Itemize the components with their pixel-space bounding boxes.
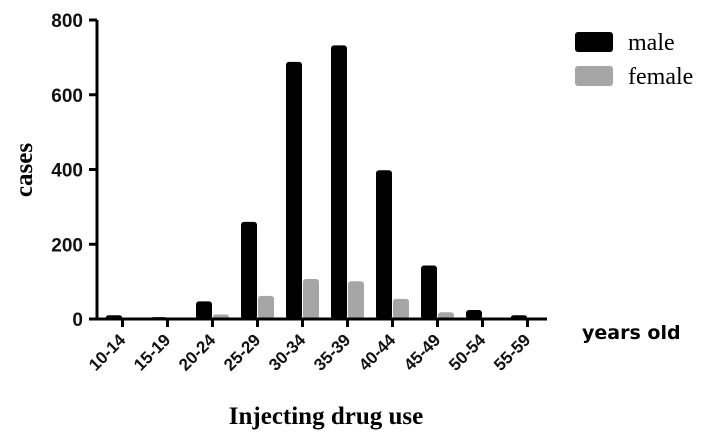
x-tick-label: 10-14 — [85, 330, 130, 375]
bar-male-45-49 — [421, 265, 437, 319]
x-tick-label: 35-39 — [310, 330, 354, 374]
legend-label-female: female — [628, 64, 693, 90]
x-tick-label: 15-19 — [130, 330, 174, 374]
x-tick-label: 50-54 — [445, 330, 490, 375]
y-tick-label: 0 — [72, 310, 83, 331]
bar-male-30-34 — [286, 61, 302, 320]
bar-male-50-54 — [466, 310, 482, 319]
bars — [106, 45, 544, 320]
x-tick-label: 30-34 — [265, 330, 310, 375]
bar-male-20-24 — [196, 301, 212, 319]
y-tick-label: 800 — [51, 11, 83, 32]
bar-male-35-39 — [331, 45, 347, 319]
legend: male female — [575, 30, 693, 90]
x-tick-label: 20-24 — [175, 330, 220, 375]
y-axis-title: cases — [11, 143, 38, 197]
bar-female-40-44 — [393, 298, 409, 319]
y-tick-label: 600 — [51, 86, 83, 107]
x-tick-label: 45-49 — [400, 330, 444, 374]
legend-swatch-male — [575, 32, 613, 52]
legend-swatch-female — [575, 66, 613, 86]
bar-female-45-49 — [438, 312, 454, 319]
x-axis-ticks: 10-14 15-19 20-24 25-29 30-34 35-39 40-44 45-49… — [85, 319, 534, 375]
bar-male-25-29 — [241, 221, 257, 319]
y-tick-label: 400 — [51, 161, 83, 182]
x-axis-title: Injecting drug use — [229, 403, 423, 430]
x-unit-label: years old — [582, 322, 681, 344]
bar-female-35-39 — [348, 281, 364, 319]
x-tick-label: 40-44 — [355, 330, 400, 375]
x-tick-label: 25-29 — [220, 330, 264, 374]
bar-male-40-44 — [376, 170, 392, 319]
y-axis-ticks: 0 200 400 600 800 — [51, 11, 97, 331]
y-tick-label: 200 — [51, 235, 83, 256]
legend-label-male: male — [628, 30, 675, 56]
bar-female-25-29 — [258, 295, 274, 319]
bar-female-30-34 — [303, 279, 319, 319]
x-tick-label: 55-59 — [490, 330, 534, 374]
